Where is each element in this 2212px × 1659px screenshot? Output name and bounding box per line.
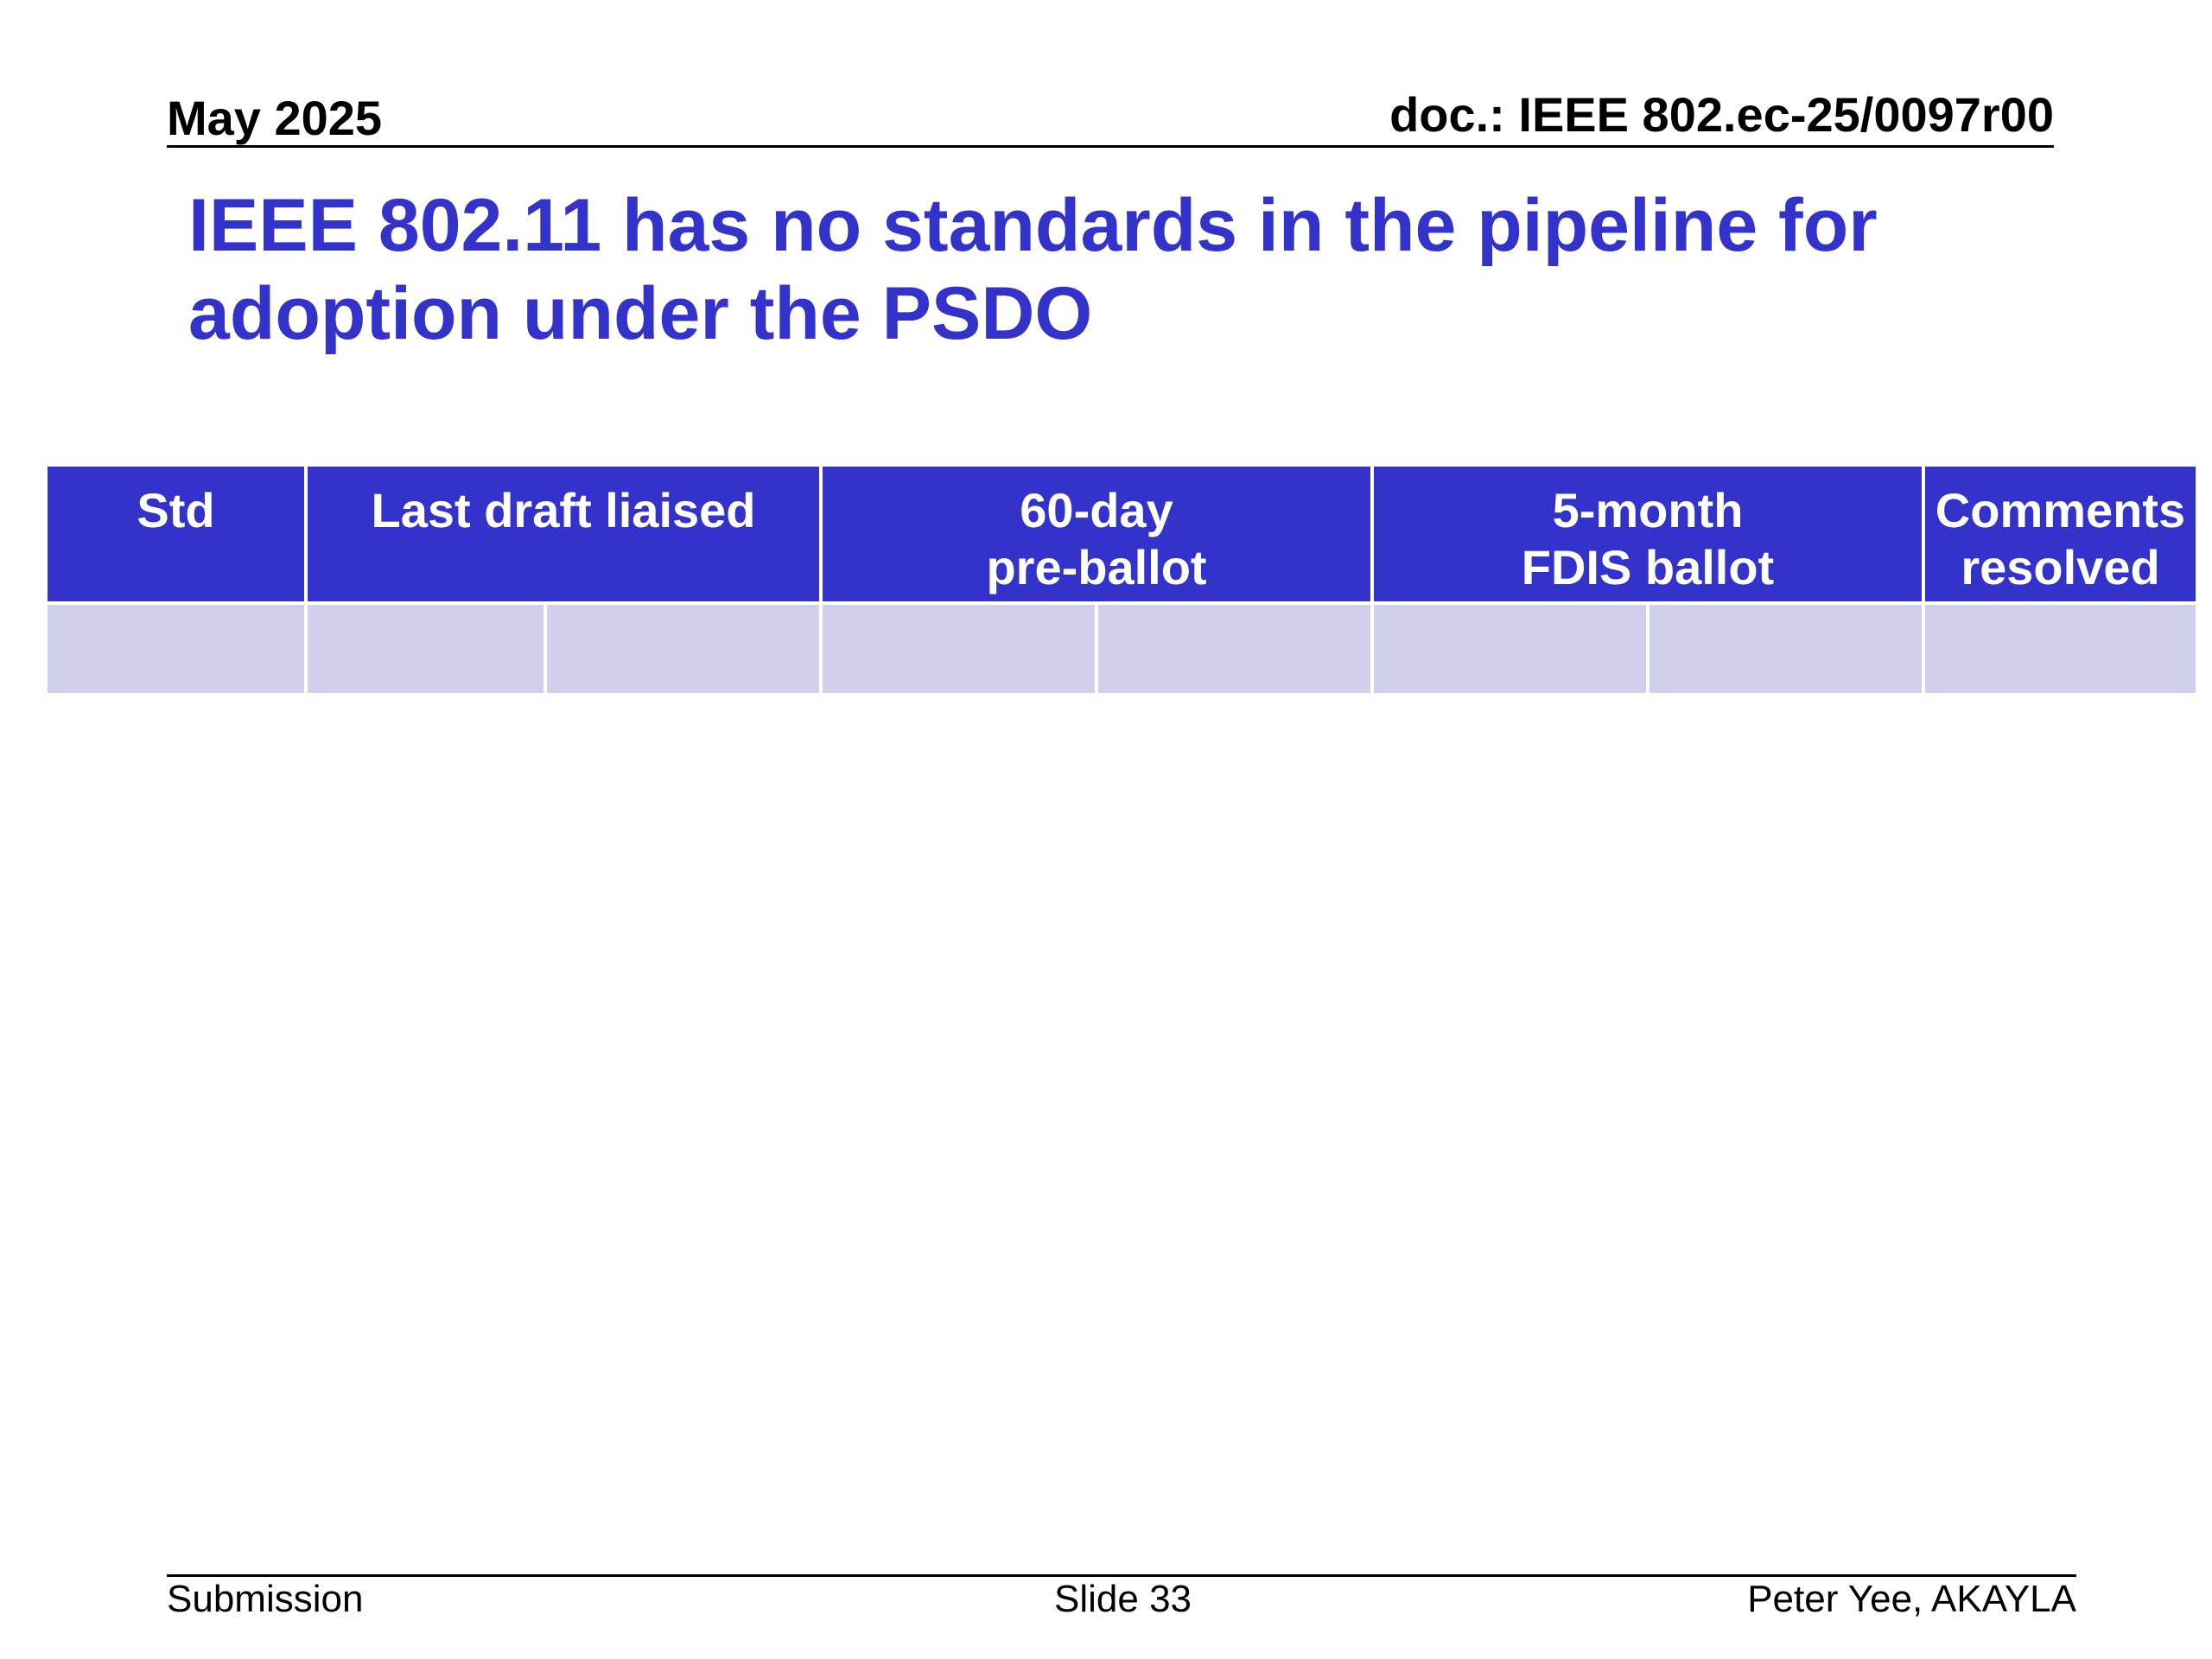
table-cell [823,605,1095,693]
table-cell [1098,605,1370,693]
footer-slide-number: Slide 33 [1054,1578,1192,1620]
table-header-std: Std [48,467,304,601]
table-header-last-draft: Last draft liaised [308,467,819,601]
table-header-comments-resolved: Comments resolved [1925,467,2196,601]
table-header-label: FDIS ballot [1521,540,1775,594]
table-header-label: Last draft liaised [371,483,756,537]
table-cell [1374,605,1646,693]
table-cell [1649,605,1922,693]
table-cell [48,605,304,693]
table-header-label: 60-day [1020,483,1173,537]
table-header-label: 5-month [1552,483,1744,537]
slide-title: IEEE 802.11 has no standards in the pipe… [188,184,1878,356]
table-header-label: resolved [1961,540,2160,594]
footer-submission: Submission [167,1578,364,1620]
pipeline-table: Std Last draft liaised 60-day pre-ballot… [48,467,2196,693]
header-divider [167,145,2054,148]
table-cell [308,605,543,693]
table-header-pre-ballot: 60-day pre-ballot [823,467,1370,601]
header-doc-id: doc.: IEEE 802.ec-25/0097r00 [1389,87,2054,142]
table-cell [1925,605,2196,693]
table-header-fdis-ballot: 5-month FDIS ballot [1374,467,1922,601]
footer-divider [167,1574,2076,1577]
footer-author: Peter Yee, AKAYLA [1747,1578,2076,1620]
table-header-label: pre-ballot [986,540,1207,594]
table-header-label: Std [137,483,215,537]
table-cell [547,605,819,693]
header-date: May 2025 [167,91,383,145]
table-header-label: Comments [1935,483,2186,537]
